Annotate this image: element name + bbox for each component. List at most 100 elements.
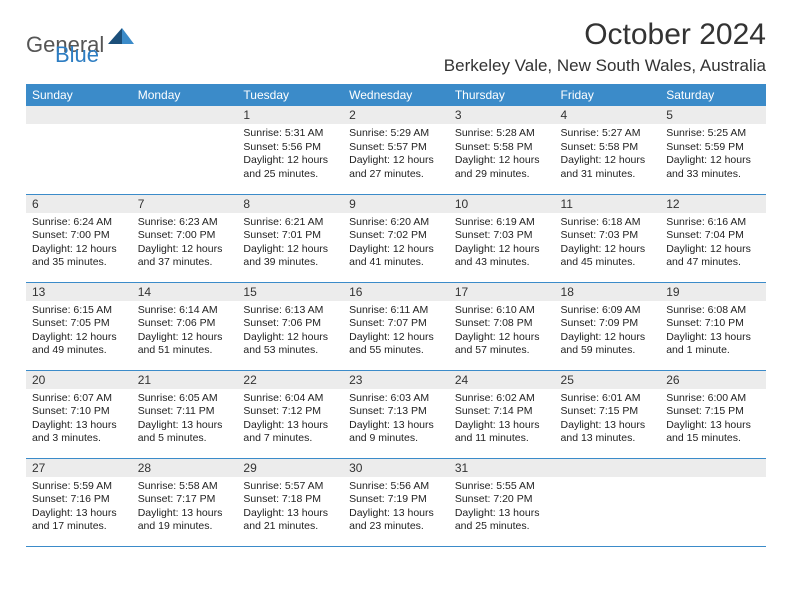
day-content: Sunrise: 5:29 AMSunset: 5:57 PMDaylight:… bbox=[343, 124, 449, 185]
calendar-day-cell: 30Sunrise: 5:56 AMSunset: 7:19 PMDayligh… bbox=[343, 458, 449, 546]
calendar-day-cell bbox=[660, 458, 766, 546]
calendar-day-cell bbox=[555, 458, 661, 546]
day-number: 8 bbox=[237, 195, 343, 213]
calendar-header-row: SundayMondayTuesdayWednesdayThursdayFrid… bbox=[26, 84, 766, 106]
day-number: 2 bbox=[343, 106, 449, 124]
day-number: 27 bbox=[26, 459, 132, 477]
calendar-day-cell: 9Sunrise: 6:20 AMSunset: 7:02 PMDaylight… bbox=[343, 194, 449, 282]
day-number: 31 bbox=[449, 459, 555, 477]
day-number: 26 bbox=[660, 371, 766, 389]
calendar-day-cell: 1Sunrise: 5:31 AMSunset: 5:56 PMDaylight… bbox=[237, 106, 343, 194]
day-content: Sunrise: 6:05 AMSunset: 7:11 PMDaylight:… bbox=[132, 389, 238, 450]
empty-daynum bbox=[132, 106, 238, 124]
location: Berkeley Vale, New South Wales, Australi… bbox=[444, 56, 766, 76]
day-number: 7 bbox=[132, 195, 238, 213]
calendar-day-cell: 10Sunrise: 6:19 AMSunset: 7:03 PMDayligh… bbox=[449, 194, 555, 282]
calendar-page: General October 2024 Berkeley Vale, New … bbox=[0, 0, 792, 547]
calendar-day-cell: 12Sunrise: 6:16 AMSunset: 7:04 PMDayligh… bbox=[660, 194, 766, 282]
calendar-day-cell: 13Sunrise: 6:15 AMSunset: 7:05 PMDayligh… bbox=[26, 282, 132, 370]
logo-blue-text-row: Blue bbox=[30, 42, 99, 68]
calendar-day-cell: 14Sunrise: 6:14 AMSunset: 7:06 PMDayligh… bbox=[132, 282, 238, 370]
day-number: 1 bbox=[237, 106, 343, 124]
calendar-day-cell: 18Sunrise: 6:09 AMSunset: 7:09 PMDayligh… bbox=[555, 282, 661, 370]
day-header: Thursday bbox=[449, 84, 555, 106]
day-number: 14 bbox=[132, 283, 238, 301]
calendar-day-cell: 23Sunrise: 6:03 AMSunset: 7:13 PMDayligh… bbox=[343, 370, 449, 458]
day-content: Sunrise: 5:57 AMSunset: 7:18 PMDaylight:… bbox=[237, 477, 343, 538]
day-number: 9 bbox=[343, 195, 449, 213]
calendar-week-row: 27Sunrise: 5:59 AMSunset: 7:16 PMDayligh… bbox=[26, 458, 766, 546]
day-number: 20 bbox=[26, 371, 132, 389]
day-number: 4 bbox=[555, 106, 661, 124]
day-content: Sunrise: 5:59 AMSunset: 7:16 PMDaylight:… bbox=[26, 477, 132, 538]
calendar-day-cell: 11Sunrise: 6:18 AMSunset: 7:03 PMDayligh… bbox=[555, 194, 661, 282]
calendar-day-cell: 15Sunrise: 6:13 AMSunset: 7:06 PMDayligh… bbox=[237, 282, 343, 370]
day-header: Saturday bbox=[660, 84, 766, 106]
day-content: Sunrise: 5:25 AMSunset: 5:59 PMDaylight:… bbox=[660, 124, 766, 185]
calendar-day-cell: 8Sunrise: 6:21 AMSunset: 7:01 PMDaylight… bbox=[237, 194, 343, 282]
calendar-body: 1Sunrise: 5:31 AMSunset: 5:56 PMDaylight… bbox=[26, 106, 766, 546]
calendar-week-row: 6Sunrise: 6:24 AMSunset: 7:00 PMDaylight… bbox=[26, 194, 766, 282]
calendar-day-cell: 29Sunrise: 5:57 AMSunset: 7:18 PMDayligh… bbox=[237, 458, 343, 546]
day-header: Monday bbox=[132, 84, 238, 106]
day-content: Sunrise: 6:00 AMSunset: 7:15 PMDaylight:… bbox=[660, 389, 766, 450]
calendar-day-cell: 7Sunrise: 6:23 AMSunset: 7:00 PMDaylight… bbox=[132, 194, 238, 282]
day-content: Sunrise: 6:14 AMSunset: 7:06 PMDaylight:… bbox=[132, 301, 238, 362]
day-number: 24 bbox=[449, 371, 555, 389]
header: General October 2024 Berkeley Vale, New … bbox=[26, 18, 766, 76]
calendar-day-cell: 28Sunrise: 5:58 AMSunset: 7:17 PMDayligh… bbox=[132, 458, 238, 546]
day-number: 16 bbox=[343, 283, 449, 301]
day-content: Sunrise: 6:13 AMSunset: 7:06 PMDaylight:… bbox=[237, 301, 343, 362]
day-number: 13 bbox=[26, 283, 132, 301]
day-number: 28 bbox=[132, 459, 238, 477]
day-content: Sunrise: 6:20 AMSunset: 7:02 PMDaylight:… bbox=[343, 213, 449, 274]
calendar-week-row: 13Sunrise: 6:15 AMSunset: 7:05 PMDayligh… bbox=[26, 282, 766, 370]
day-content: Sunrise: 5:55 AMSunset: 7:20 PMDaylight:… bbox=[449, 477, 555, 538]
empty-daynum bbox=[555, 459, 661, 477]
calendar-day-cell: 19Sunrise: 6:08 AMSunset: 7:10 PMDayligh… bbox=[660, 282, 766, 370]
calendar-day-cell: 21Sunrise: 6:05 AMSunset: 7:11 PMDayligh… bbox=[132, 370, 238, 458]
day-content: Sunrise: 6:18 AMSunset: 7:03 PMDaylight:… bbox=[555, 213, 661, 274]
day-number: 22 bbox=[237, 371, 343, 389]
calendar-day-cell bbox=[26, 106, 132, 194]
calendar-day-cell: 4Sunrise: 5:27 AMSunset: 5:58 PMDaylight… bbox=[555, 106, 661, 194]
day-content: Sunrise: 5:56 AMSunset: 7:19 PMDaylight:… bbox=[343, 477, 449, 538]
day-header: Sunday bbox=[26, 84, 132, 106]
day-content: Sunrise: 6:19 AMSunset: 7:03 PMDaylight:… bbox=[449, 213, 555, 274]
calendar-day-cell: 2Sunrise: 5:29 AMSunset: 5:57 PMDaylight… bbox=[343, 106, 449, 194]
title-block: October 2024 Berkeley Vale, New South Wa… bbox=[444, 18, 766, 76]
day-header: Tuesday bbox=[237, 84, 343, 106]
day-content: Sunrise: 6:01 AMSunset: 7:15 PMDaylight:… bbox=[555, 389, 661, 450]
calendar-day-cell: 22Sunrise: 6:04 AMSunset: 7:12 PMDayligh… bbox=[237, 370, 343, 458]
day-content: Sunrise: 6:07 AMSunset: 7:10 PMDaylight:… bbox=[26, 389, 132, 450]
calendar-day-cell: 6Sunrise: 6:24 AMSunset: 7:00 PMDaylight… bbox=[26, 194, 132, 282]
month-title: October 2024 bbox=[444, 18, 766, 52]
calendar-week-row: 20Sunrise: 6:07 AMSunset: 7:10 PMDayligh… bbox=[26, 370, 766, 458]
day-content: Sunrise: 6:02 AMSunset: 7:14 PMDaylight:… bbox=[449, 389, 555, 450]
calendar-day-cell: 26Sunrise: 6:00 AMSunset: 7:15 PMDayligh… bbox=[660, 370, 766, 458]
calendar-day-cell: 5Sunrise: 5:25 AMSunset: 5:59 PMDaylight… bbox=[660, 106, 766, 194]
calendar-day-cell bbox=[132, 106, 238, 194]
logo-text-blue: Blue bbox=[55, 42, 99, 67]
day-content: Sunrise: 6:03 AMSunset: 7:13 PMDaylight:… bbox=[343, 389, 449, 450]
day-content: Sunrise: 6:23 AMSunset: 7:00 PMDaylight:… bbox=[132, 213, 238, 274]
calendar-day-cell: 20Sunrise: 6:07 AMSunset: 7:10 PMDayligh… bbox=[26, 370, 132, 458]
day-content: Sunrise: 6:21 AMSunset: 7:01 PMDaylight:… bbox=[237, 213, 343, 274]
day-number: 11 bbox=[555, 195, 661, 213]
day-header: Friday bbox=[555, 84, 661, 106]
day-header: Wednesday bbox=[343, 84, 449, 106]
day-content: Sunrise: 6:10 AMSunset: 7:08 PMDaylight:… bbox=[449, 301, 555, 362]
day-content: Sunrise: 6:04 AMSunset: 7:12 PMDaylight:… bbox=[237, 389, 343, 450]
calendar-day-cell: 16Sunrise: 6:11 AMSunset: 7:07 PMDayligh… bbox=[343, 282, 449, 370]
day-content: Sunrise: 6:09 AMSunset: 7:09 PMDaylight:… bbox=[555, 301, 661, 362]
day-content: Sunrise: 5:28 AMSunset: 5:58 PMDaylight:… bbox=[449, 124, 555, 185]
day-content: Sunrise: 6:15 AMSunset: 7:05 PMDaylight:… bbox=[26, 301, 132, 362]
calendar-day-cell: 3Sunrise: 5:28 AMSunset: 5:58 PMDaylight… bbox=[449, 106, 555, 194]
calendar-day-cell: 31Sunrise: 5:55 AMSunset: 7:20 PMDayligh… bbox=[449, 458, 555, 546]
day-number: 18 bbox=[555, 283, 661, 301]
day-number: 25 bbox=[555, 371, 661, 389]
day-number: 5 bbox=[660, 106, 766, 124]
logo-triangle-icon bbox=[108, 26, 134, 49]
day-number: 17 bbox=[449, 283, 555, 301]
calendar-day-cell: 24Sunrise: 6:02 AMSunset: 7:14 PMDayligh… bbox=[449, 370, 555, 458]
